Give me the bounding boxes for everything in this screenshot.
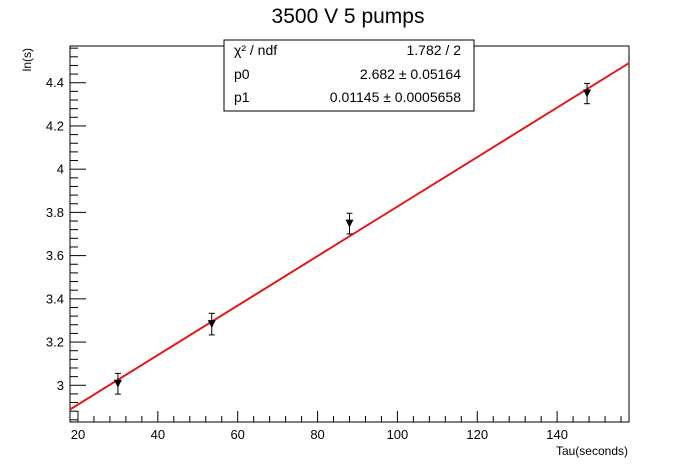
x-axis: 20 40 60 80 100 120 140 (71, 411, 622, 442)
x-tick-label: 40 (151, 427, 165, 442)
y-tick-label: 3.8 (46, 205, 64, 220)
data-point (113, 372, 122, 395)
y-axis-label: ln(s) (20, 48, 34, 71)
triangle-down-marker (113, 379, 122, 388)
x-axis-label: Tau(seconds) (556, 444, 628, 458)
triangle-down-marker (583, 89, 592, 98)
x-tick-label: 140 (546, 427, 568, 442)
stats-row-chi2-label: χ² / ndf (234, 42, 277, 58)
chart-title: 3500 V 5 pumps (272, 5, 425, 28)
x-tick-label: 100 (387, 427, 409, 442)
y-tick-label: 3.6 (46, 248, 64, 263)
y-tick-label: 4.4 (46, 75, 64, 90)
triangle-down-marker (345, 219, 354, 228)
y-tick-label: 4 (57, 162, 64, 177)
stats-row-p1-label: p1 (234, 89, 250, 105)
y-tick-label: 3.4 (46, 291, 64, 306)
stats-row-p0-value: 2.682 ± 0.05164 (360, 66, 461, 82)
fit-line (69, 62, 630, 411)
y-tick-label: 4.2 (46, 118, 64, 133)
x-tick-label: 120 (466, 427, 488, 442)
y-tick-label: 3 (57, 378, 64, 393)
triangle-down-marker (207, 320, 216, 329)
data-point (583, 82, 592, 105)
data-point (207, 312, 216, 336)
data-point (345, 212, 354, 235)
x-tick-label: 80 (310, 427, 324, 442)
stats-box-border (223, 39, 475, 112)
fit-line-series (69, 62, 630, 411)
y-axis: 3 3.2 3.4 3.6 3.8 4 4.2 4.4 (46, 47, 86, 421)
y-tick-label: 3.2 (46, 335, 64, 350)
data-points-series (113, 82, 592, 395)
stats-row-p1-value: 0.01145 ± 0.0005658 (330, 89, 461, 105)
x-tick-label: 60 (230, 427, 244, 442)
stats-row-p0-label: p0 (234, 66, 250, 82)
x-tick-label: 20 (71, 427, 85, 442)
stats-row-chi2-value: 1.782 / 2 (407, 42, 462, 58)
fit-stats-box: χ² / ndf 1.782 / 2 p0 2.682 ± 0.05164 p1… (223, 39, 475, 112)
